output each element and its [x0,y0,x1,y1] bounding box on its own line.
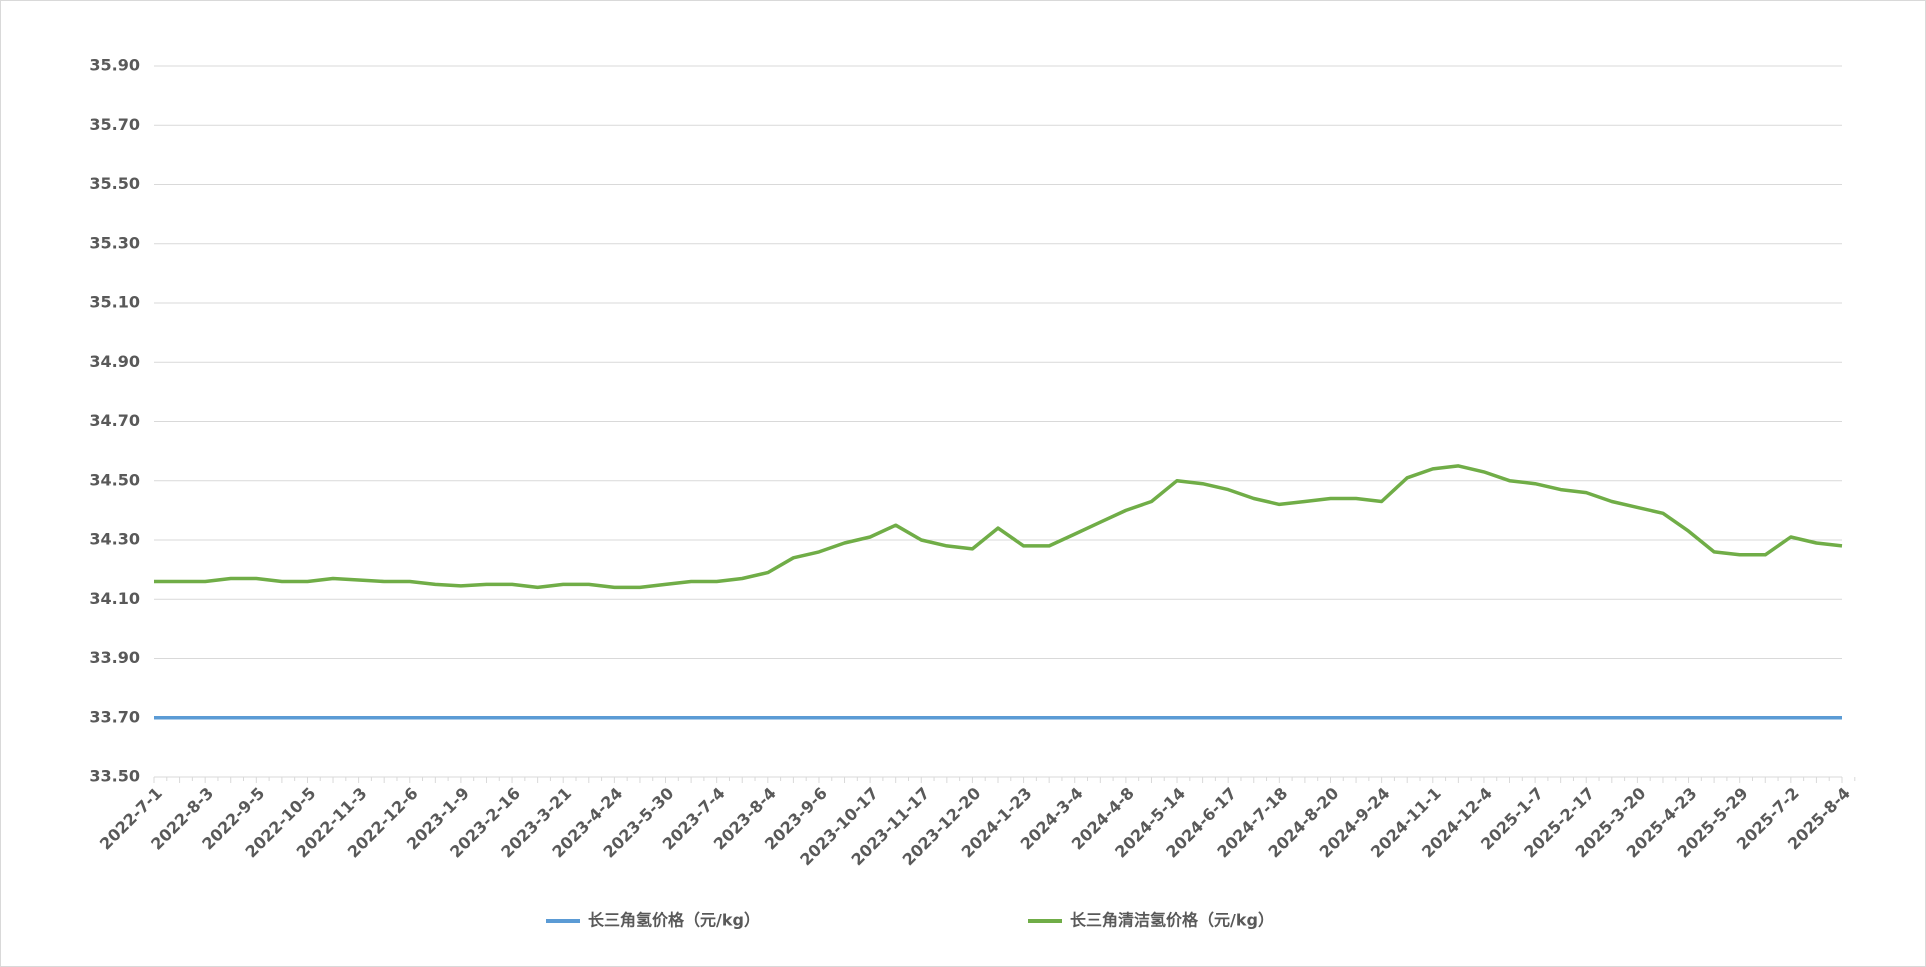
legend-label: 长三角氢价格（元/kg） [588,911,760,930]
y-tick-label: 34.10 [89,589,140,608]
series-line [154,464,1843,590]
y-tick-label: 35.90 [89,56,140,75]
y-tick-label: 33.70 [89,707,140,726]
y-tick-label: 33.90 [89,648,140,667]
y-tick-label: 35.50 [89,174,140,193]
legend-label: 长三角清洁氢价格（元/kg） [1070,911,1274,930]
y-tick-label: 34.90 [89,352,140,371]
y-tick-label: 35.30 [89,233,140,252]
y-tick-label: 34.70 [89,411,140,430]
y-tick-label: 34.30 [89,530,140,549]
y-tick-label: 33.50 [89,767,140,786]
y-tick-label: 34.50 [89,470,140,489]
y-tick-label: 35.70 [89,115,140,134]
y-tick-label: 35.10 [89,293,140,312]
